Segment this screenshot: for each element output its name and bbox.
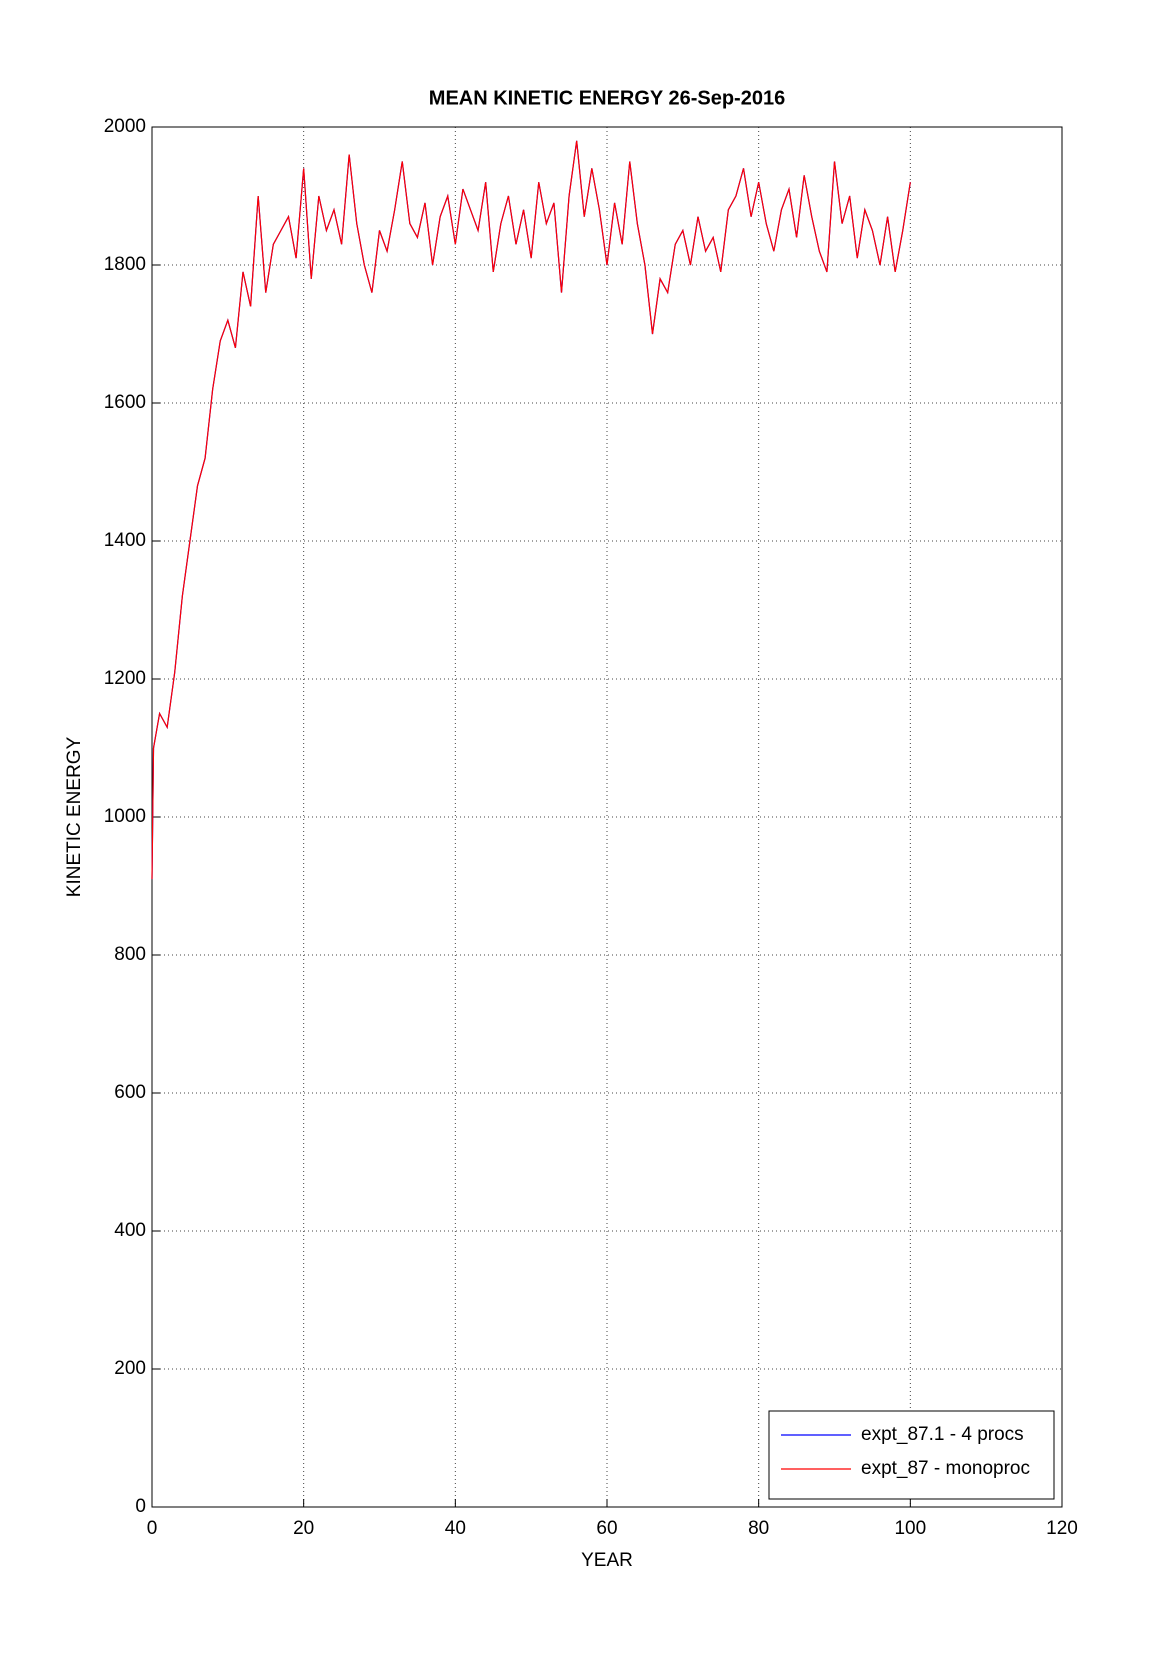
y-tick-label: 200 <box>114 1358 146 1379</box>
legend-label: expt_87 - monoproc <box>861 1458 1030 1479</box>
x-tick-label: 40 <box>445 1518 466 1539</box>
x-tick-label: 120 <box>1046 1518 1078 1539</box>
legend-box <box>768 1410 1055 1500</box>
y-tick-label: 1200 <box>104 668 146 689</box>
x-axis-label: YEAR <box>581 1550 633 1571</box>
x-tick-label: 0 <box>147 1518 158 1539</box>
y-tick-label: 800 <box>114 944 146 965</box>
legend-label: expt_87.1 - 4 procs <box>861 1424 1024 1445</box>
y-axis-label: KINETIC ENERGY <box>64 736 85 897</box>
plot-frame <box>151 126 1063 1508</box>
x-tick-label: 100 <box>894 1518 926 1539</box>
y-tick-label: 1600 <box>104 392 146 413</box>
y-tick-label: 1400 <box>104 530 146 551</box>
data-line <box>151 140 911 880</box>
y-tick-label: 0 <box>135 1496 146 1517</box>
x-tick-label: 60 <box>596 1518 617 1539</box>
chart-title: MEAN KINETIC ENERGY 26-Sep-2016 <box>429 87 785 109</box>
x-tick-label: 80 <box>748 1518 769 1539</box>
y-tick-label: 1000 <box>104 806 146 827</box>
y-tick-label: 400 <box>114 1220 146 1241</box>
data-line <box>151 140 911 880</box>
y-tick-label: 600 <box>114 1082 146 1103</box>
x-tick-label: 20 <box>293 1518 314 1539</box>
y-tick-label: 1800 <box>104 254 146 275</box>
y-tick-label: 2000 <box>104 116 146 137</box>
